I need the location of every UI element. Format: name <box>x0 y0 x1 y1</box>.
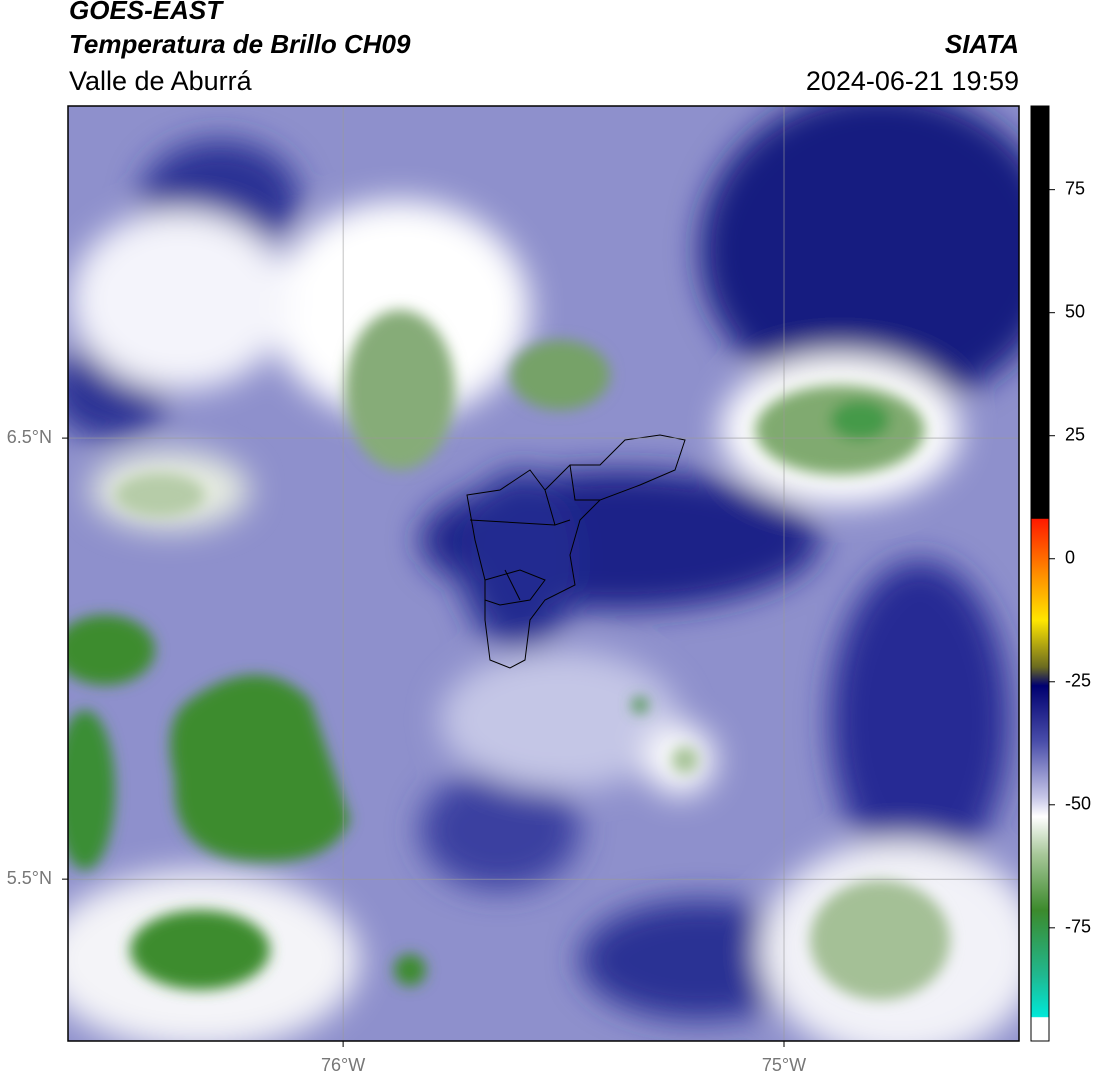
x-tick-label: 75°W <box>762 1055 806 1075</box>
colorbar-tick-label: -25 <box>1065 671 1091 691</box>
map-frame <box>67 105 1020 1042</box>
colorbar-tick-label: 25 <box>1065 424 1085 444</box>
colorbar-tick-label: -50 <box>1065 794 1091 814</box>
colorbar-tick-label: 75 <box>1065 178 1085 198</box>
y-tick-label: 6.5°N <box>7 427 52 447</box>
datetime: 2024-06-21 19:59 <box>806 66 1019 96</box>
subtitle: Temperatura de Brillo CH09 <box>69 29 411 59</box>
source: SIATA <box>945 29 1019 59</box>
satellite-image <box>68 106 1019 1041</box>
basin-outline <box>466 434 686 669</box>
grid <box>68 106 1019 1041</box>
colorbar-tick-label: 0 <box>1065 547 1075 567</box>
colorbar-tick-label: -75 <box>1065 917 1091 937</box>
region: Valle de Aburrá <box>69 66 253 96</box>
colorbar <box>1030 105 1050 1042</box>
colorbar-tick-label: 50 <box>1065 301 1085 321</box>
x-tick-label: 76°W <box>321 1055 365 1075</box>
title: GOES-EAST <box>69 0 224 25</box>
y-tick-label: 5.5°N <box>7 868 52 888</box>
